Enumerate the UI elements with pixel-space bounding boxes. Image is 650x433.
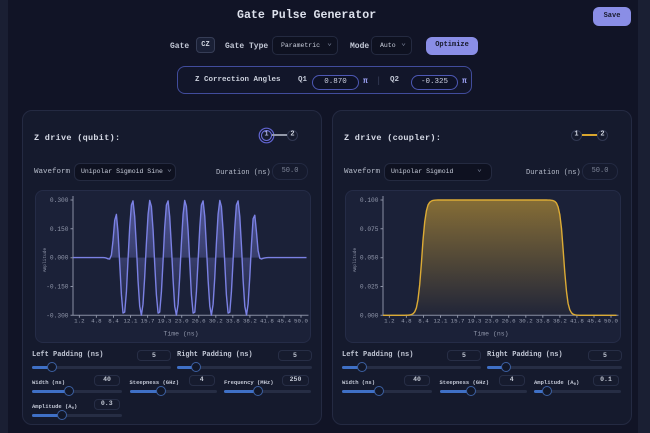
svg-text:Amplitude: Amplitude bbox=[352, 248, 358, 273]
svg-text:0.025: 0.025 bbox=[360, 284, 379, 291]
svg-text:4.8: 4.8 bbox=[401, 318, 412, 325]
svg-text:45.4: 45.4 bbox=[277, 318, 291, 325]
svg-text:0.100: 0.100 bbox=[360, 197, 379, 204]
svg-text:30.2: 30.2 bbox=[519, 318, 533, 325]
svg-text:12.1: 12.1 bbox=[434, 318, 448, 325]
svg-text:33.8: 33.8 bbox=[226, 318, 240, 325]
svg-text:45.4: 45.4 bbox=[587, 318, 601, 325]
svg-text:50.0: 50.0 bbox=[294, 318, 308, 325]
svg-text:Amplitude: Amplitude bbox=[42, 248, 48, 273]
svg-text:50.0: 50.0 bbox=[604, 318, 618, 325]
svg-text:41.8: 41.8 bbox=[570, 318, 584, 325]
svg-text:33.8: 33.8 bbox=[536, 318, 550, 325]
svg-text:26.6: 26.6 bbox=[502, 318, 516, 325]
svg-text:-0.150: -0.150 bbox=[46, 284, 69, 291]
svg-text:15.7: 15.7 bbox=[141, 318, 155, 325]
svg-text:4.8: 4.8 bbox=[91, 318, 102, 325]
svg-text:Time (ns): Time (ns) bbox=[163, 331, 198, 338]
svg-text:0.075: 0.075 bbox=[360, 226, 379, 233]
svg-text:15.7: 15.7 bbox=[451, 318, 465, 325]
svg-text:19.3: 19.3 bbox=[468, 318, 482, 325]
svg-text:19.3: 19.3 bbox=[158, 318, 172, 325]
svg-text:38.2: 38.2 bbox=[243, 318, 257, 325]
svg-text:38.2: 38.2 bbox=[553, 318, 567, 325]
svg-text:8.4: 8.4 bbox=[418, 318, 429, 325]
svg-text:-0.300: -0.300 bbox=[46, 312, 69, 319]
svg-text:Time (ns): Time (ns) bbox=[473, 331, 508, 338]
svg-text:1.2: 1.2 bbox=[74, 318, 85, 325]
svg-text:30.2: 30.2 bbox=[209, 318, 223, 325]
svg-text:23.0: 23.0 bbox=[175, 318, 189, 325]
svg-text:26.6: 26.6 bbox=[192, 318, 206, 325]
svg-text:1.2: 1.2 bbox=[384, 318, 395, 325]
svg-text:23.0: 23.0 bbox=[485, 318, 499, 325]
svg-text:0.150: 0.150 bbox=[50, 226, 69, 233]
svg-text:8.4: 8.4 bbox=[108, 318, 119, 325]
svg-text:0.300: 0.300 bbox=[50, 197, 69, 204]
svg-text:41.8: 41.8 bbox=[260, 318, 274, 325]
svg-text:12.1: 12.1 bbox=[124, 318, 138, 325]
svg-text:0.050: 0.050 bbox=[360, 255, 379, 262]
svg-text:0.000: 0.000 bbox=[50, 255, 69, 262]
svg-text:0.000: 0.000 bbox=[360, 312, 379, 319]
